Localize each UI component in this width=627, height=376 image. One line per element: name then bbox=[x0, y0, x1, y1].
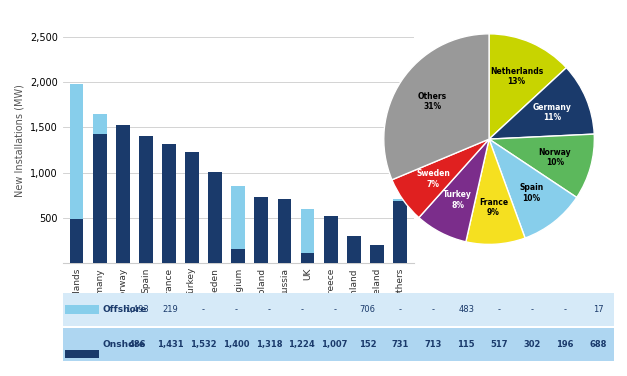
Bar bbox=[231, 249, 245, 263]
Wedge shape bbox=[489, 34, 566, 139]
Text: 1,318: 1,318 bbox=[256, 340, 282, 349]
Bar bbox=[347, 236, 361, 263]
Text: 302: 302 bbox=[524, 340, 541, 349]
Bar bbox=[70, 219, 83, 263]
Text: Netherlands
13%: Netherlands 13% bbox=[490, 67, 543, 86]
Bar bbox=[208, 172, 222, 263]
Wedge shape bbox=[489, 139, 577, 238]
Wedge shape bbox=[392, 139, 489, 218]
Wedge shape bbox=[489, 134, 594, 197]
Bar bbox=[185, 152, 199, 263]
Bar bbox=[116, 124, 130, 263]
Text: 196: 196 bbox=[556, 340, 574, 349]
Text: Onshore: Onshore bbox=[102, 340, 145, 349]
Bar bbox=[300, 253, 315, 263]
Text: -: - bbox=[564, 305, 567, 314]
Bar bbox=[231, 185, 245, 249]
Text: Turkey
8%: Turkey 8% bbox=[443, 190, 472, 210]
Text: -: - bbox=[300, 305, 303, 314]
Bar bbox=[324, 217, 337, 263]
Bar bbox=[370, 246, 384, 263]
Text: 219: 219 bbox=[162, 305, 178, 314]
Text: Spain
10%: Spain 10% bbox=[519, 183, 544, 203]
Text: France
9%: France 9% bbox=[479, 198, 508, 217]
Text: -: - bbox=[267, 305, 270, 314]
Bar bbox=[70, 84, 83, 219]
Text: -: - bbox=[234, 305, 238, 314]
Text: -: - bbox=[399, 305, 402, 314]
Bar bbox=[255, 197, 268, 263]
Bar bbox=[65, 350, 98, 358]
Text: 1,532: 1,532 bbox=[189, 340, 216, 349]
Text: 1,431: 1,431 bbox=[157, 340, 183, 349]
Text: 1,493: 1,493 bbox=[125, 305, 149, 314]
Text: -: - bbox=[498, 305, 501, 314]
Text: 731: 731 bbox=[392, 340, 409, 349]
Text: 706: 706 bbox=[359, 305, 376, 314]
Bar bbox=[139, 136, 153, 263]
Text: -: - bbox=[530, 305, 534, 314]
Text: Norway
10%: Norway 10% bbox=[539, 148, 571, 167]
Bar bbox=[63, 293, 614, 326]
Bar bbox=[93, 134, 107, 263]
Text: 17: 17 bbox=[593, 305, 603, 314]
Text: 688: 688 bbox=[589, 340, 607, 349]
Text: Offshore: Offshore bbox=[102, 305, 147, 314]
Text: 486: 486 bbox=[129, 340, 146, 349]
Text: 1,007: 1,007 bbox=[322, 340, 348, 349]
Text: 483: 483 bbox=[458, 305, 474, 314]
Bar bbox=[393, 201, 407, 263]
Text: 1,400: 1,400 bbox=[223, 340, 249, 349]
Text: -: - bbox=[432, 305, 435, 314]
Text: Others
31%: Others 31% bbox=[418, 91, 446, 111]
Text: 517: 517 bbox=[490, 340, 508, 349]
Text: Sweden
7%: Sweden 7% bbox=[416, 169, 450, 188]
Y-axis label: New Installations (MW): New Installations (MW) bbox=[14, 85, 24, 197]
Bar bbox=[93, 114, 107, 134]
Bar bbox=[278, 199, 292, 263]
Wedge shape bbox=[466, 139, 525, 244]
Bar bbox=[393, 199, 407, 201]
Text: 152: 152 bbox=[359, 340, 376, 349]
Wedge shape bbox=[489, 68, 594, 139]
Text: 1,224: 1,224 bbox=[288, 340, 315, 349]
Text: Germany
11%: Germany 11% bbox=[533, 103, 572, 122]
Text: 115: 115 bbox=[458, 340, 475, 349]
Text: 713: 713 bbox=[424, 340, 442, 349]
Bar bbox=[300, 209, 315, 253]
Wedge shape bbox=[419, 139, 489, 242]
Bar bbox=[162, 144, 176, 263]
Wedge shape bbox=[384, 34, 489, 180]
Text: -: - bbox=[201, 305, 204, 314]
Bar bbox=[63, 329, 614, 361]
Bar bbox=[65, 305, 98, 314]
Text: -: - bbox=[333, 305, 336, 314]
